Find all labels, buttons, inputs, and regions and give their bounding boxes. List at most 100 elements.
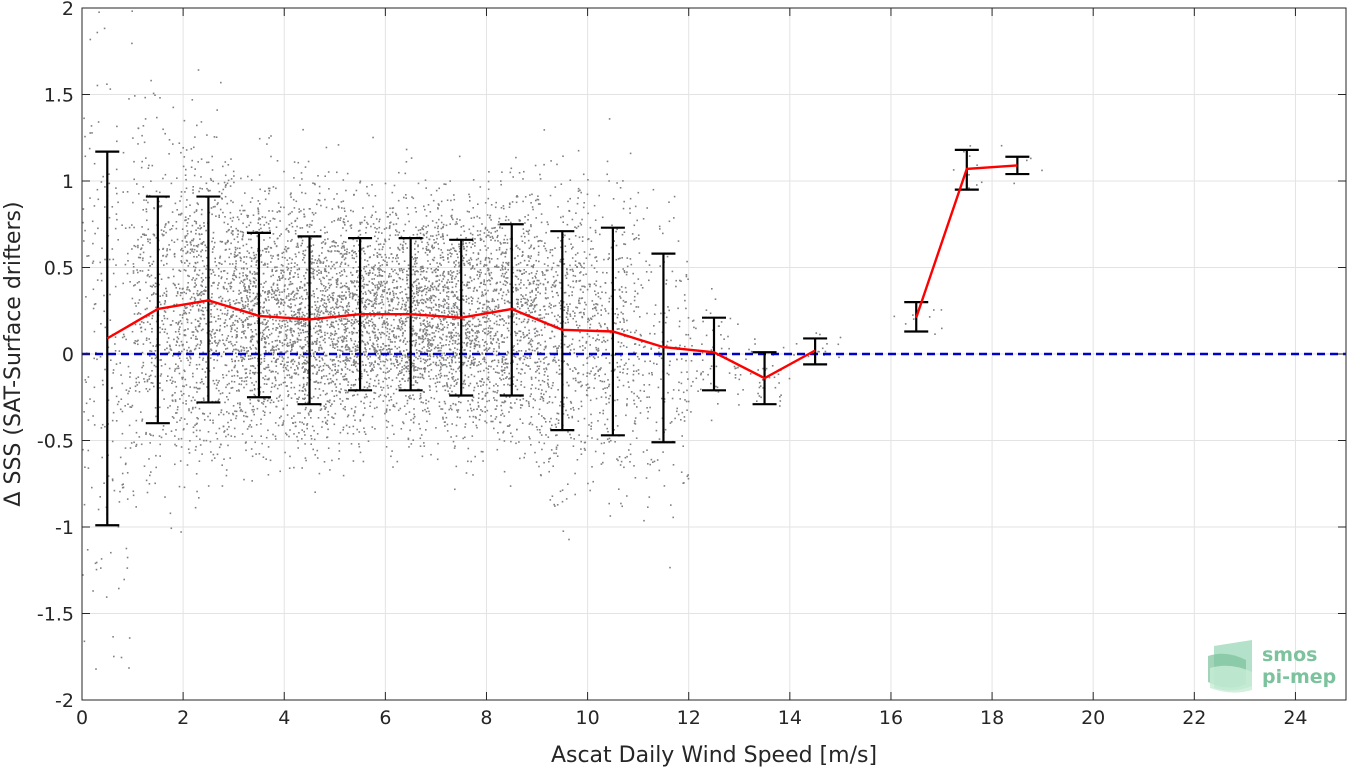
- scatter-point: [190, 337, 192, 339]
- scatter-point: [364, 270, 367, 273]
- scatter-point: [174, 435, 176, 437]
- scatter-point: [281, 256, 284, 259]
- scatter-point: [212, 282, 214, 284]
- scatter-point: [390, 268, 393, 270]
- scatter-point: [167, 406, 169, 409]
- scatter-point: [398, 380, 401, 383]
- scatter-point: [279, 312, 282, 315]
- scatter-point: [270, 155, 272, 158]
- scatter-point: [419, 268, 422, 270]
- scatter-point: [282, 269, 284, 272]
- scatter-point: [249, 289, 251, 291]
- scatter-point: [96, 188, 99, 191]
- scatter-point: [407, 264, 410, 266]
- scatter-point: [316, 270, 318, 273]
- scatter-point: [179, 294, 182, 297]
- scatter-point: [348, 305, 351, 308]
- scatter-point: [415, 334, 418, 337]
- scatter-point: [357, 320, 359, 322]
- scatter-point: [247, 318, 249, 320]
- scatter-point: [419, 273, 422, 276]
- scatter-point: [189, 357, 192, 359]
- scatter-point: [217, 343, 219, 345]
- scatter-point: [422, 320, 425, 322]
- scatter-point: [394, 269, 396, 271]
- scatter-point: [377, 268, 379, 270]
- scatter-point: [173, 283, 176, 286]
- scatter-point: [200, 121, 203, 123]
- scatter-point: [311, 313, 313, 315]
- scatter-point: [325, 354, 328, 357]
- scatter-point: [300, 320, 303, 323]
- scatter-point: [298, 313, 301, 315]
- scatter-point: [210, 353, 212, 356]
- scatter-point: [164, 224, 167, 226]
- scatter-point: [271, 345, 274, 348]
- scatter-point: [92, 415, 94, 417]
- scatter-point: [306, 269, 309, 271]
- scatter-point: [193, 296, 196, 299]
- scatter-point: [142, 361, 145, 364]
- scatter-point: [318, 355, 321, 358]
- scatter-point: [352, 346, 354, 349]
- scatter-point: [262, 310, 265, 313]
- scatter-point: [172, 106, 175, 109]
- scatter-point: [384, 310, 387, 312]
- scatter-point: [369, 312, 371, 314]
- scatter-point: [300, 302, 303, 304]
- scatter-point: [261, 216, 264, 218]
- scatter-point: [306, 372, 309, 374]
- scatter-point: [404, 172, 407, 175]
- scatter-point: [426, 316, 428, 319]
- scatter-point: [381, 348, 384, 351]
- scatter-point: [254, 322, 256, 325]
- scatter-point: [357, 266, 360, 268]
- scatter-point: [246, 415, 249, 418]
- scatter-point: [402, 320, 404, 323]
- scatter-point: [270, 254, 272, 257]
- scatter-point: [93, 424, 96, 426]
- scatter-point: [322, 262, 324, 264]
- scatter-point: [307, 342, 309, 345]
- scatter-point: [396, 359, 398, 362]
- scatter-point: [317, 199, 320, 201]
- scatter-point: [205, 439, 208, 442]
- scatter-point: [280, 233, 282, 235]
- scatter-point: [337, 245, 339, 247]
- scatter-point: [378, 358, 381, 361]
- scatter-point: [351, 281, 353, 284]
- scatter-point: [222, 376, 225, 379]
- scatter-point: [342, 298, 344, 301]
- scatter-point: [431, 258, 434, 261]
- scatter-point: [366, 221, 368, 224]
- scatter-point: [189, 242, 192, 244]
- scatter-point: [234, 275, 237, 277]
- scatter-point: [234, 267, 237, 269]
- scatter-point: [160, 229, 163, 231]
- scatter-point: [222, 339, 224, 341]
- scatter-point: [250, 309, 252, 311]
- scatter-point: [260, 337, 263, 340]
- scatter-point: [416, 352, 418, 354]
- scatter-point: [365, 349, 367, 351]
- scatter-point: [289, 455, 291, 458]
- scatter-point: [398, 346, 401, 349]
- scatter-point: [226, 337, 228, 340]
- scatter-point: [368, 319, 370, 322]
- scatter-point: [398, 386, 401, 389]
- scatter-point: [286, 259, 289, 261]
- scatter-point: [233, 274, 235, 276]
- scatter-point: [414, 369, 417, 371]
- scatter-point: [331, 390, 333, 392]
- scatter-point: [404, 380, 406, 382]
- scatter-point: [392, 392, 395, 395]
- scatter-point: [106, 83, 108, 85]
- scatter-point: [320, 300, 322, 302]
- scatter-point: [232, 405, 235, 407]
- scatter-point: [266, 335, 268, 338]
- scatter-point: [402, 246, 404, 249]
- scatter-point: [371, 272, 374, 274]
- scatter-point: [138, 281, 140, 283]
- scatter-point: [335, 261, 338, 264]
- scatter-point: [353, 280, 356, 282]
